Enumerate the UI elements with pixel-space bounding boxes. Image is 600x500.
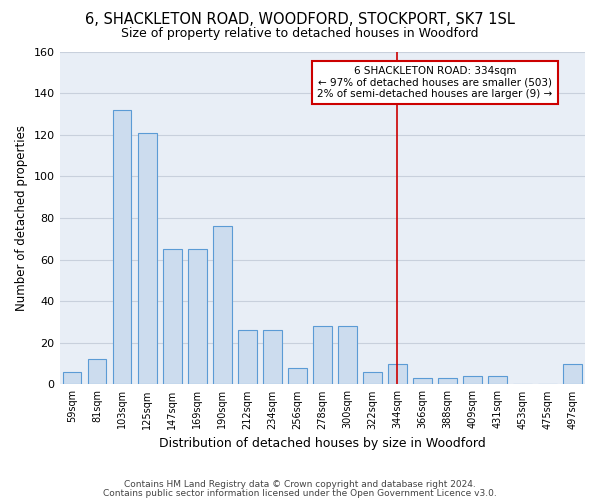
Y-axis label: Number of detached properties: Number of detached properties — [15, 125, 28, 311]
Bar — [288, 368, 307, 384]
Bar — [338, 326, 356, 384]
Bar — [563, 364, 582, 384]
Bar — [113, 110, 131, 384]
Bar — [438, 378, 457, 384]
Text: Size of property relative to detached houses in Woodford: Size of property relative to detached ho… — [121, 28, 479, 40]
Bar — [138, 132, 157, 384]
Bar — [163, 249, 182, 384]
Bar — [62, 372, 82, 384]
Bar — [88, 360, 106, 384]
Bar — [413, 378, 432, 384]
Bar — [213, 226, 232, 384]
Bar — [238, 330, 257, 384]
Bar — [388, 364, 407, 384]
Bar — [263, 330, 281, 384]
Text: 6, SHACKLETON ROAD, WOODFORD, STOCKPORT, SK7 1SL: 6, SHACKLETON ROAD, WOODFORD, STOCKPORT,… — [85, 12, 515, 28]
Bar — [488, 376, 507, 384]
Text: Contains public sector information licensed under the Open Government Licence v3: Contains public sector information licen… — [103, 488, 497, 498]
Bar — [463, 376, 482, 384]
Text: 6 SHACKLETON ROAD: 334sqm
← 97% of detached houses are smaller (503)
2% of semi-: 6 SHACKLETON ROAD: 334sqm ← 97% of detac… — [317, 66, 553, 100]
Text: Contains HM Land Registry data © Crown copyright and database right 2024.: Contains HM Land Registry data © Crown c… — [124, 480, 476, 489]
Bar — [363, 372, 382, 384]
X-axis label: Distribution of detached houses by size in Woodford: Distribution of detached houses by size … — [159, 437, 485, 450]
Bar — [313, 326, 332, 384]
Bar — [188, 249, 206, 384]
